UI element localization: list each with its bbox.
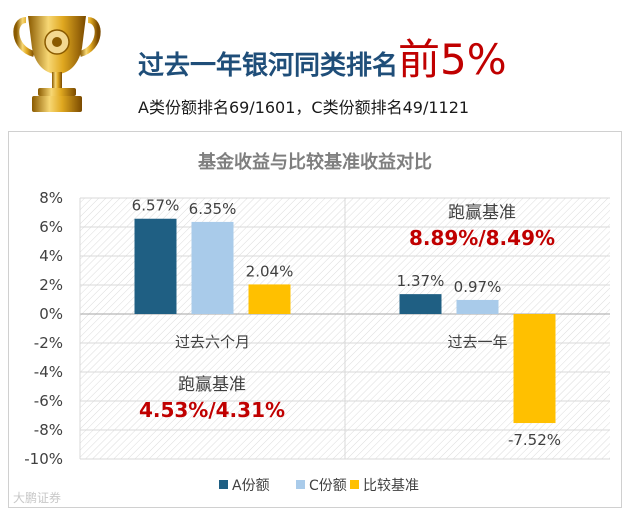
bar bbox=[191, 221, 234, 314]
category-label: 过去六个月 bbox=[175, 333, 250, 351]
y-tick-label: -2% bbox=[34, 334, 63, 352]
bar bbox=[513, 314, 556, 424]
chart-frame: 基金收益与比较基准收益对比 8% 6% 4% 2% 0% -2% -4% -6% -8% -10% 6… bbox=[8, 131, 622, 508]
y-tick-label: -8% bbox=[34, 421, 63, 439]
y-tick-label: -4% bbox=[34, 363, 63, 381]
annotation-label: 跑赢基准 bbox=[178, 375, 246, 395]
annotation-label: 跑赢基准 bbox=[448, 203, 516, 223]
category-label: 过去一年 bbox=[447, 333, 507, 351]
bar bbox=[399, 294, 442, 314]
y-tick-label: -10% bbox=[24, 450, 63, 468]
trophy-icon bbox=[13, 16, 101, 112]
bar bbox=[456, 299, 499, 314]
chart-title: 基金收益与比较基准收益对比 bbox=[197, 151, 432, 173]
watermark: 大鹏证券 bbox=[13, 490, 61, 505]
bar-chart: 基金收益与比较基准收益对比 8% 6% 4% 2% 0% -2% -4% -6% -8% -10% 6… bbox=[13, 151, 610, 505]
legend-swatch bbox=[219, 480, 228, 489]
data-label: 0.97% bbox=[454, 278, 502, 296]
legend-label: C份额 bbox=[309, 478, 347, 494]
legend-label: 比较基准 bbox=[363, 477, 419, 494]
bar bbox=[248, 284, 291, 314]
legend-swatch bbox=[296, 480, 305, 489]
headline-emphasis: 前5% bbox=[398, 35, 507, 84]
ranking-subline: A类份额排名69/1601，C类份额排名49/1121 bbox=[138, 98, 470, 117]
annotation-value: 4.53%/4.31% bbox=[139, 398, 285, 422]
y-tick-label: 6% bbox=[39, 218, 63, 236]
y-tick-label: 0% bbox=[39, 305, 63, 323]
annotation-value: 8.89%/8.49% bbox=[409, 226, 555, 250]
y-tick-label: 8% bbox=[39, 189, 63, 207]
y-tick-label: -6% bbox=[34, 392, 63, 410]
legend-swatch bbox=[350, 480, 359, 489]
headline: 过去一年银河同类排名前5% bbox=[138, 26, 507, 87]
bar bbox=[134, 218, 177, 314]
data-label: 6.57% bbox=[132, 197, 180, 215]
headline-text: 过去一年银河同类排名 bbox=[138, 51, 399, 81]
legend-label: A份额 bbox=[232, 478, 270, 494]
data-label: 1.37% bbox=[397, 272, 445, 290]
y-tick-label: 2% bbox=[39, 276, 63, 294]
data-label: -7.52% bbox=[508, 431, 561, 449]
y-tick-label: 4% bbox=[39, 247, 63, 265]
data-label: 2.04% bbox=[246, 262, 294, 280]
data-label: 6.35% bbox=[189, 200, 237, 218]
